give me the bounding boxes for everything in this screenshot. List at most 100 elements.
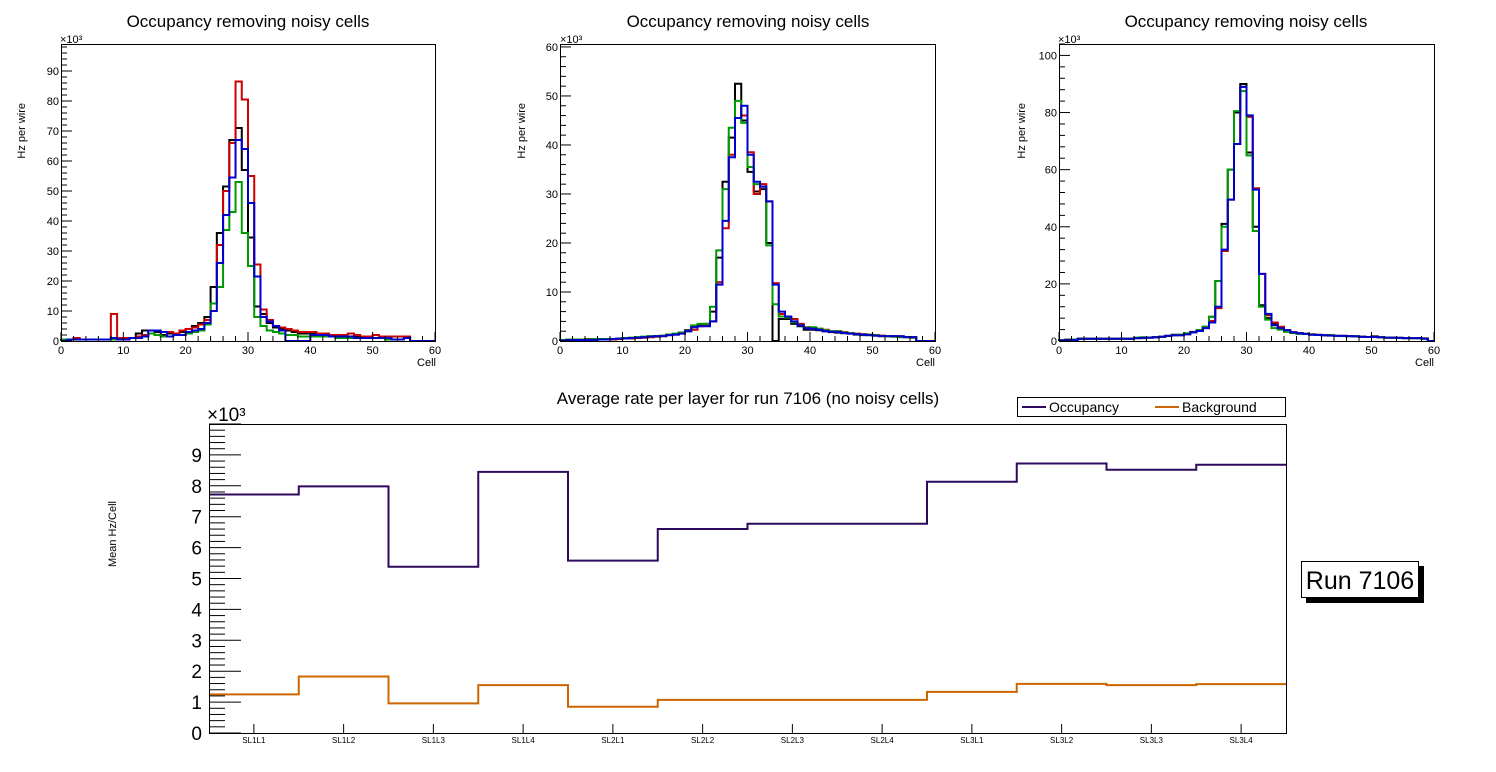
panel-3-xlabel: Cell: [1415, 357, 1434, 369]
x-tick-label: 30: [741, 345, 753, 357]
plot-frame: [61, 44, 436, 342]
y-tick-label: 80: [47, 96, 59, 108]
y-tick-label: 0: [53, 336, 59, 348]
panel-2-title: Occupancy removing noisy cells: [627, 12, 870, 31]
rate-x-tick-label: SL1L1: [242, 736, 266, 745]
x-tick-label: 10: [117, 345, 129, 357]
rate-x-tick-label: SL3L1: [960, 736, 984, 745]
x-tick-label: 50: [367, 345, 379, 357]
x-tick-label: 60: [929, 345, 941, 357]
rate-x-tick-label: SL1L3: [422, 736, 446, 745]
histogram-panel-2: Occupancy removing noisy cells Hz per wi…: [516, 12, 941, 369]
rate-y-tick-label: 8: [191, 477, 202, 498]
x-tick-label: 0: [58, 345, 64, 357]
panel-1-multiplier: ×10³: [60, 34, 83, 46]
panel-3-multiplier: ×10³: [1058, 34, 1081, 46]
y-tick-label: 90: [47, 66, 59, 78]
rate-y-tick-label: 7: [191, 508, 202, 529]
rate-x-tick-label: SL2L4: [871, 736, 895, 745]
run-label-box: [1301, 561, 1419, 598]
x-tick-label: 10: [616, 345, 628, 357]
panel-1-title: Occupancy removing noisy cells: [127, 12, 370, 31]
x-tick-label: 40: [804, 345, 816, 357]
histogram-series-blue: [61, 139, 435, 342]
y-tick-label: 40: [1045, 222, 1057, 234]
rate-series-background: [209, 675, 1286, 708]
legend: Occupancy Background: [1017, 397, 1286, 417]
y-tick-label: 40: [546, 140, 558, 152]
panel-2-ylabel: Hz per wire: [516, 103, 528, 159]
y-tick-label: 10: [47, 306, 59, 318]
y-tick-label: 0: [552, 336, 558, 348]
plot-frame: [560, 44, 936, 342]
x-tick-label: 10: [1115, 345, 1127, 357]
panel-2-multiplier: ×10³: [560, 34, 583, 46]
y-tick-label: 100: [1039, 50, 1057, 62]
rate-x-tick-label: SL2L2: [691, 736, 715, 745]
x-tick-label: 50: [1365, 345, 1377, 357]
rate-y-tick-label: 1: [191, 693, 202, 714]
histogram-panel-3: Occupancy removing noisy cells Hz per wi…: [1016, 12, 1440, 369]
panel-3-ylabel: Hz per wire: [1016, 103, 1028, 159]
y-tick-label: 20: [1045, 279, 1057, 291]
rate-x-tick-label: SL1L2: [332, 736, 356, 745]
x-tick-label: 60: [1428, 345, 1440, 357]
rate-y-tick-label: 6: [191, 539, 202, 560]
x-tick-label: 20: [1178, 345, 1190, 357]
x-tick-label: 40: [1303, 345, 1315, 357]
x-tick-label: 50: [866, 345, 878, 357]
y-tick-label: 30: [47, 246, 59, 258]
rate-x-tick-label: SL3L2: [1050, 736, 1074, 745]
rate-y-tick-label: 9: [191, 446, 202, 467]
panel-1-xlabel: Cell: [417, 357, 436, 369]
legend-box: [1017, 397, 1286, 417]
legend-occupancy-label: Occupancy: [1049, 399, 1119, 415]
panel-1-ylabel: Hz per wire: [16, 103, 28, 159]
histogram-series-green: [1058, 90, 1434, 342]
x-tick-label: 60: [429, 345, 441, 357]
x-tick-label: 0: [1056, 345, 1062, 357]
y-tick-label: 40: [47, 216, 59, 228]
rate-y-tick-label: 3: [191, 631, 202, 652]
y-tick-label: 80: [1045, 108, 1057, 120]
rate-y-tick-label: 5: [191, 570, 202, 591]
rate-plot-frame: [209, 424, 1287, 734]
x-tick-label: 20: [679, 345, 691, 357]
y-tick-label: 0: [1051, 336, 1057, 348]
y-tick-label: 20: [47, 276, 59, 288]
histogram-panel-1: Occupancy removing noisy cells Hz per wi…: [16, 12, 441, 369]
x-tick-label: 20: [180, 345, 192, 357]
histogram-series-blue: [559, 104, 935, 342]
y-tick-label: 70: [47, 126, 59, 138]
rate-x-tick-label: SL2L1: [601, 736, 625, 745]
legend-background-label: Background: [1182, 399, 1257, 415]
x-tick-label: 30: [1240, 345, 1252, 357]
y-tick-label: 50: [546, 91, 558, 103]
rate-ylabel: Mean Hz/Cell: [107, 501, 119, 567]
y-tick-label: 50: [47, 186, 59, 198]
rate-x-tick-label: SL3L3: [1140, 736, 1164, 745]
rate-per-layer-panel: Average rate per layer for run 7106 (no …: [107, 389, 1424, 745]
y-tick-label: 60: [1045, 165, 1057, 177]
y-tick-label: 20: [546, 238, 558, 250]
rate-y-tick-label: 0: [191, 724, 202, 745]
rate-x-tick-label: SL2L3: [781, 736, 805, 745]
panel-3-title: Occupancy removing noisy cells: [1125, 12, 1368, 31]
rate-series-occupancy: [209, 462, 1286, 568]
y-tick-label: 30: [546, 189, 558, 201]
rate-x-tick-label: SL1L4: [512, 736, 536, 745]
histogram-series-blue: [1058, 85, 1434, 342]
panel-2-xlabel: Cell: [916, 357, 935, 369]
x-tick-label: 0: [557, 345, 563, 357]
y-tick-label: 60: [47, 156, 59, 168]
rate-x-tick-label: SL3L4: [1230, 736, 1254, 745]
run-label-text: Run 7106: [1306, 567, 1414, 595]
x-tick-label: 40: [304, 345, 316, 357]
rate-y-tick-label: 4: [191, 600, 202, 621]
y-tick-label: 60: [546, 42, 558, 54]
rate-multiplier: ×10³: [207, 405, 246, 426]
x-tick-label: 30: [242, 345, 254, 357]
y-tick-label: 10: [546, 287, 558, 299]
rate-title: Average rate per layer for run 7106 (no …: [557, 389, 939, 408]
